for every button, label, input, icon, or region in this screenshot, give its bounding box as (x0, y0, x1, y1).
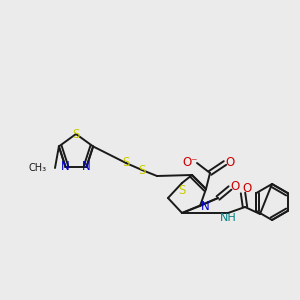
Text: O: O (225, 155, 235, 169)
Text: S: S (178, 184, 186, 196)
Text: O: O (242, 182, 252, 196)
Text: O: O (230, 181, 240, 194)
Text: N: N (201, 200, 209, 212)
Text: NH: NH (220, 213, 236, 223)
Text: CH₃: CH₃ (29, 163, 47, 173)
Text: S: S (122, 157, 130, 169)
Text: O⁻: O⁻ (182, 155, 198, 169)
Text: N: N (61, 160, 70, 173)
Text: S: S (72, 128, 80, 140)
Text: N: N (82, 160, 91, 173)
Text: S: S (138, 164, 146, 176)
